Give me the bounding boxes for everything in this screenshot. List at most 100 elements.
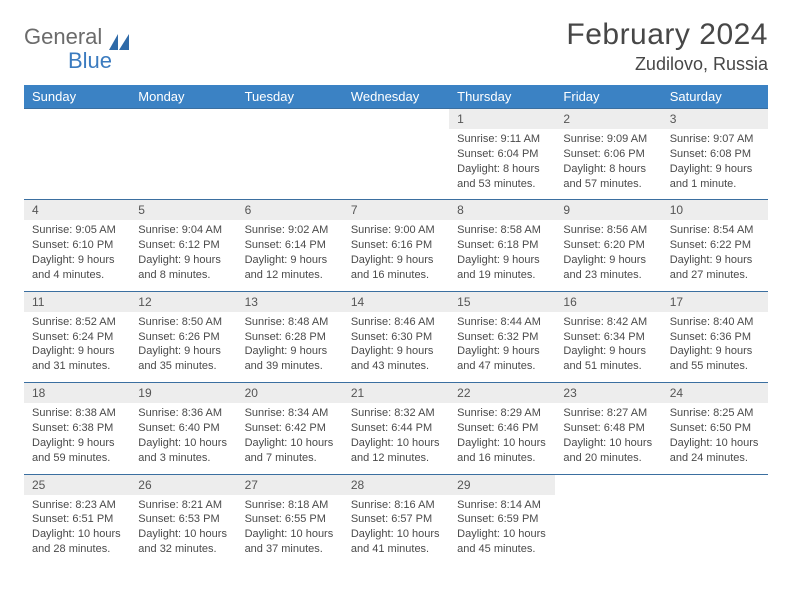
sunrise-text: Sunrise: 8:23 AM (32, 498, 122, 513)
daylight-text-2: and 7 minutes. (245, 451, 335, 466)
daylight-text-1: Daylight: 10 hours (457, 436, 547, 451)
day-cell: Sunrise: 9:11 AMSunset: 6:04 PMDaylight:… (449, 129, 555, 199)
weekday-monday: Monday (130, 85, 236, 108)
day-cell: Sunrise: 8:32 AMSunset: 6:44 PMDaylight:… (343, 403, 449, 473)
sunset-text: Sunset: 6:30 PM (351, 330, 441, 345)
sunrise-text: Sunrise: 8:38 AM (32, 406, 122, 421)
day-cell: Sunrise: 8:46 AMSunset: 6:30 PMDaylight:… (343, 312, 449, 382)
logo: General Blue (24, 24, 129, 74)
day-cell: Sunrise: 8:38 AMSunset: 6:38 PMDaylight:… (24, 403, 130, 473)
day-cell: Sunrise: 9:02 AMSunset: 6:14 PMDaylight:… (237, 220, 343, 290)
day-cell: Sunrise: 8:34 AMSunset: 6:42 PMDaylight:… (237, 403, 343, 473)
date-number (130, 109, 236, 129)
date-number: 21 (343, 383, 449, 403)
date-number: 10 (662, 200, 768, 220)
daylight-text-2: and 35 minutes. (138, 359, 228, 374)
date-number: 8 (449, 200, 555, 220)
logo-text-blue: Blue (24, 48, 112, 74)
sunrise-text: Sunrise: 9:11 AM (457, 132, 547, 147)
calendar: Sunday Monday Tuesday Wednesday Thursday… (24, 85, 768, 565)
sunset-text: Sunset: 6:50 PM (670, 421, 760, 436)
daylight-text-1: Daylight: 9 hours (563, 344, 653, 359)
day-cell: Sunrise: 8:25 AMSunset: 6:50 PMDaylight:… (662, 403, 768, 473)
daylight-text-1: Daylight: 9 hours (351, 344, 441, 359)
date-number-row: 45678910 (24, 200, 768, 220)
sunrise-text: Sunrise: 8:46 AM (351, 315, 441, 330)
day-details-row: Sunrise: 9:05 AMSunset: 6:10 PMDaylight:… (24, 220, 768, 290)
day-cell: Sunrise: 8:16 AMSunset: 6:57 PMDaylight:… (343, 495, 449, 565)
sunrise-text: Sunrise: 8:54 AM (670, 223, 760, 238)
week-row: 2526272829Sunrise: 8:23 AMSunset: 6:51 P… (24, 474, 768, 565)
date-number: 27 (237, 475, 343, 495)
daylight-text-2: and 27 minutes. (670, 268, 760, 283)
date-number: 3 (662, 109, 768, 129)
date-number: 24 (662, 383, 768, 403)
date-number: 16 (555, 292, 661, 312)
day-details-row: Sunrise: 8:52 AMSunset: 6:24 PMDaylight:… (24, 312, 768, 382)
day-cell (555, 495, 661, 565)
week-row: 45678910Sunrise: 9:05 AMSunset: 6:10 PMD… (24, 199, 768, 290)
day-cell: Sunrise: 9:07 AMSunset: 6:08 PMDaylight:… (662, 129, 768, 199)
sunset-text: Sunset: 6:42 PM (245, 421, 335, 436)
date-number: 18 (24, 383, 130, 403)
weekday-sunday: Sunday (24, 85, 130, 108)
sunrise-text: Sunrise: 8:44 AM (457, 315, 547, 330)
day-details-row: Sunrise: 8:23 AMSunset: 6:51 PMDaylight:… (24, 495, 768, 565)
daylight-text-2: and 32 minutes. (138, 542, 228, 557)
sunrise-text: Sunrise: 9:05 AM (32, 223, 122, 238)
logo-flag-icon (109, 34, 129, 50)
location-label: Zudilovo, Russia (566, 54, 768, 75)
month-title: February 2024 (566, 18, 768, 52)
date-number: 4 (24, 200, 130, 220)
daylight-text-2: and 8 minutes. (138, 268, 228, 283)
sunrise-text: Sunrise: 8:29 AM (457, 406, 547, 421)
day-cell (343, 129, 449, 199)
sunset-text: Sunset: 6:32 PM (457, 330, 547, 345)
sunset-text: Sunset: 6:18 PM (457, 238, 547, 253)
day-details-row: Sunrise: 8:38 AMSunset: 6:38 PMDaylight:… (24, 403, 768, 473)
sunrise-text: Sunrise: 8:58 AM (457, 223, 547, 238)
daylight-text-2: and 57 minutes. (563, 177, 653, 192)
sunset-text: Sunset: 6:57 PM (351, 512, 441, 527)
sunrise-text: Sunrise: 8:25 AM (670, 406, 760, 421)
sunset-text: Sunset: 6:06 PM (563, 147, 653, 162)
daylight-text-1: Daylight: 9 hours (563, 253, 653, 268)
daylight-text-1: Daylight: 9 hours (670, 344, 760, 359)
day-cell: Sunrise: 8:58 AMSunset: 6:18 PMDaylight:… (449, 220, 555, 290)
day-cell: Sunrise: 8:21 AMSunset: 6:53 PMDaylight:… (130, 495, 236, 565)
sunrise-text: Sunrise: 8:14 AM (457, 498, 547, 513)
daylight-text-1: Daylight: 10 hours (457, 527, 547, 542)
day-cell (130, 129, 236, 199)
sunset-text: Sunset: 6:26 PM (138, 330, 228, 345)
date-number (662, 475, 768, 495)
sunrise-text: Sunrise: 8:36 AM (138, 406, 228, 421)
date-number-row: 123 (24, 109, 768, 129)
sunrise-text: Sunrise: 8:50 AM (138, 315, 228, 330)
date-number: 25 (24, 475, 130, 495)
date-number: 9 (555, 200, 661, 220)
day-cell: Sunrise: 8:54 AMSunset: 6:22 PMDaylight:… (662, 220, 768, 290)
date-number: 28 (343, 475, 449, 495)
day-cell: Sunrise: 8:29 AMSunset: 6:46 PMDaylight:… (449, 403, 555, 473)
sunrise-text: Sunrise: 8:34 AM (245, 406, 335, 421)
daylight-text-1: Daylight: 10 hours (563, 436, 653, 451)
date-number-row: 11121314151617 (24, 292, 768, 312)
day-cell: Sunrise: 8:48 AMSunset: 6:28 PMDaylight:… (237, 312, 343, 382)
day-cell: Sunrise: 8:52 AMSunset: 6:24 PMDaylight:… (24, 312, 130, 382)
week-row: 11121314151617Sunrise: 8:52 AMSunset: 6:… (24, 291, 768, 382)
page-header: General Blue February 2024 Zudilovo, Rus… (24, 18, 768, 75)
day-cell: Sunrise: 8:18 AMSunset: 6:55 PMDaylight:… (237, 495, 343, 565)
date-number-row: 2526272829 (24, 475, 768, 495)
day-cell: Sunrise: 8:44 AMSunset: 6:32 PMDaylight:… (449, 312, 555, 382)
sunrise-text: Sunrise: 8:32 AM (351, 406, 441, 421)
daylight-text-2: and 39 minutes. (245, 359, 335, 374)
logo-text-general: General (24, 24, 102, 50)
daylight-text-2: and 37 minutes. (245, 542, 335, 557)
daylight-text-2: and 31 minutes. (32, 359, 122, 374)
daylight-text-2: and 41 minutes. (351, 542, 441, 557)
week-row: 18192021222324Sunrise: 8:38 AMSunset: 6:… (24, 382, 768, 473)
weekday-tuesday: Tuesday (237, 85, 343, 108)
daylight-text-1: Daylight: 8 hours (563, 162, 653, 177)
day-cell: Sunrise: 8:36 AMSunset: 6:40 PMDaylight:… (130, 403, 236, 473)
sunset-text: Sunset: 6:20 PM (563, 238, 653, 253)
